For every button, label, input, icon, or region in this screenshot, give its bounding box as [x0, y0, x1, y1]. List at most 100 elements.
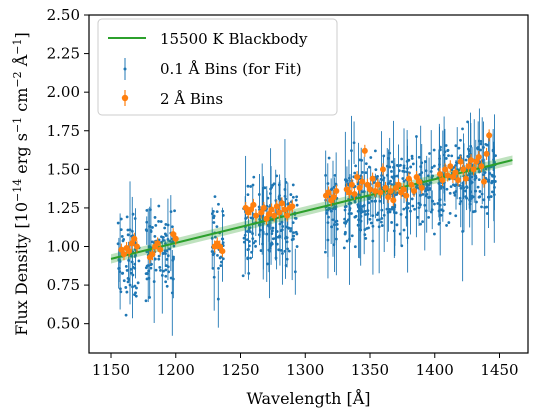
coarse-bin-point — [387, 187, 394, 194]
y-axis-label-part: Flux Density [10 — [12, 202, 31, 336]
fine-bin-point — [152, 280, 156, 283]
fine-bin-point — [373, 149, 377, 153]
coarse-bin-point — [276, 209, 283, 216]
fine-bin-point — [334, 182, 338, 186]
fine-bin-point — [153, 257, 157, 261]
fine-bin-point — [146, 272, 149, 276]
coarse-bin-point — [273, 203, 280, 210]
legend-coarse-label: 2 Å Bins — [160, 90, 223, 108]
fine-bin-point — [126, 233, 130, 237]
coarse-bin-point — [120, 251, 127, 258]
fine-bin-point — [477, 178, 481, 182]
y-tick-label: 0.75 — [47, 276, 80, 294]
fine-bin-point — [364, 213, 367, 216]
fine-bin-point — [474, 176, 478, 180]
fine-bin-point — [120, 235, 124, 238]
fine-bin-point — [400, 157, 404, 161]
fine-bin-point — [438, 203, 442, 207]
fine-bin-point — [137, 259, 141, 263]
coarse-bin-point — [382, 184, 389, 191]
x-tick-label: 1250 — [221, 361, 259, 379]
fine-bin-point — [348, 206, 352, 210]
fine-bin-point — [448, 191, 452, 195]
fine-bin-point — [379, 220, 383, 224]
fine-bin-point — [216, 253, 219, 257]
fine-bin-point — [449, 185, 453, 189]
coarse-bin-point — [333, 187, 340, 194]
fine-bin-point — [392, 165, 395, 169]
fine-bin-point — [133, 293, 136, 297]
y-tick-label: 2.25 — [47, 45, 80, 63]
coarse-bin-point — [216, 243, 223, 250]
legend-box — [97, 18, 338, 116]
fine-bin-point — [380, 224, 384, 227]
fine-bin-point — [462, 186, 466, 190]
fine-bin-point — [490, 173, 494, 177]
fine-bin-point — [157, 257, 161, 261]
fine-bin-point — [145, 208, 149, 212]
fine-bin-point — [213, 235, 217, 239]
fine-bin-point — [444, 157, 448, 160]
fine-bin-point — [160, 274, 164, 277]
fine-bin-point — [294, 198, 298, 202]
fine-bin-point — [271, 229, 274, 233]
fine-bin-point — [427, 215, 431, 219]
y-axis-label-superscript: −1 — [11, 117, 24, 133]
coarse-bin-point — [369, 175, 376, 182]
fine-bin-point — [343, 221, 346, 225]
fine-bin-point — [413, 207, 416, 211]
fine-bin-point — [402, 207, 406, 211]
fine-bin-point — [263, 186, 267, 190]
fine-bin-point — [130, 254, 134, 258]
fine-bin-point — [295, 195, 299, 199]
fine-bin-point — [409, 165, 413, 169]
fine-bin-point — [163, 226, 167, 230]
coarse-bin-point — [462, 175, 469, 182]
fine-bin-point — [390, 160, 394, 164]
fine-bin-point — [464, 158, 468, 162]
fine-bin-point — [373, 199, 377, 203]
fine-bin-point — [343, 232, 347, 236]
fine-bin-point — [151, 226, 154, 229]
fine-bin-point — [409, 209, 412, 213]
fine-bin-point — [488, 172, 492, 175]
fine-bin-point — [162, 269, 165, 273]
fine-bin-point — [258, 223, 262, 227]
fine-bin-point — [128, 228, 132, 232]
fine-bin-point — [350, 234, 354, 238]
coarse-bins-series — [118, 129, 493, 264]
fine-bin-point — [117, 267, 121, 270]
fine-bin-point — [133, 284, 137, 288]
fine-bin-point — [454, 214, 458, 218]
fine-bin-point — [334, 205, 338, 209]
fine-bin-point — [149, 263, 153, 267]
fine-bin-point — [353, 171, 357, 175]
fine-bin-point — [150, 240, 154, 244]
fine-bin-point — [364, 237, 368, 240]
fine-bin-point — [277, 235, 281, 239]
fine-bin-point — [259, 249, 263, 252]
fine-bin-point — [164, 274, 168, 278]
fine-bin-point — [285, 236, 289, 240]
fine-bin-point — [254, 244, 257, 248]
coarse-bin-point — [447, 163, 454, 170]
fine-bin-point — [145, 277, 149, 281]
fine-bin-point — [443, 150, 447, 154]
fine-bin-point — [477, 195, 481, 199]
fine-bin-point — [153, 216, 157, 219]
plot-frame — [88, 14, 529, 354]
fine-bin-point — [165, 284, 169, 288]
coarse-bin-point — [455, 177, 462, 184]
fine-bin-point — [291, 195, 295, 199]
coarse-bin-point — [131, 235, 138, 242]
fine-bin-point — [169, 276, 173, 280]
y-tick-label: 1.75 — [47, 122, 80, 140]
fine-bin-point — [345, 179, 349, 183]
fine-bin-point — [159, 268, 162, 272]
fine-bin-point — [153, 234, 157, 238]
coarse-bin-point — [348, 181, 355, 188]
fine-bin-point — [466, 154, 470, 158]
fine-bin-point — [424, 209, 428, 213]
fine-bin-point — [125, 290, 129, 294]
fine-bin-point — [446, 149, 450, 152]
